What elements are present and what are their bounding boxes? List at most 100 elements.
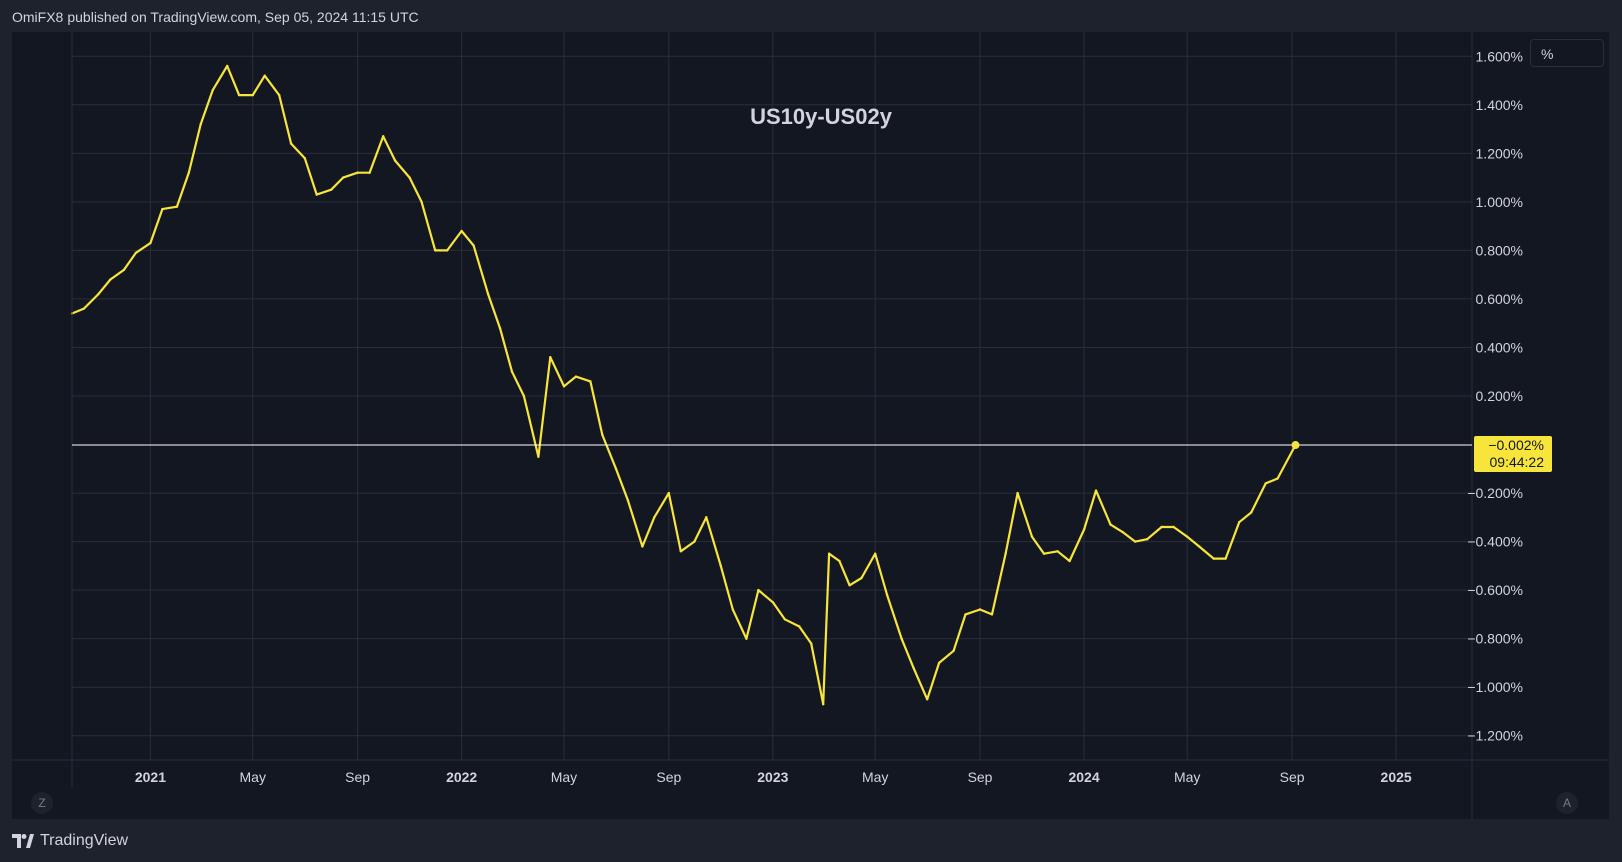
- data-point: [693, 540, 696, 543]
- data-point: [1042, 552, 1046, 555]
- y-tick-label: −0.400%: [1467, 534, 1523, 550]
- tradingview-logo-icon: [12, 834, 34, 848]
- data-point: [783, 618, 786, 621]
- y-tick-label: 1.200%: [1476, 145, 1523, 161]
- data-point: [1160, 525, 1163, 529]
- author-name[interactable]: OmiFX8: [12, 9, 64, 25]
- x-tick-label: May: [1174, 769, 1200, 785]
- data-point: [522, 394, 526, 398]
- data-point: [1224, 557, 1227, 560]
- data-point: [810, 642, 813, 645]
- chart-canvas[interactable]: US10y-US02y 1.600% 1.400% 1.200% 1.000% 0.80…: [12, 32, 1609, 819]
- data-point: [226, 64, 229, 68]
- y-tick-label: 0.200%: [1476, 388, 1523, 404]
- data-point: [1264, 482, 1267, 485]
- data-point: [472, 244, 475, 247]
- data-point: [1172, 525, 1175, 529]
- data-point: [149, 241, 152, 245]
- x-tick-label: Sep: [345, 769, 370, 785]
- y-tick-label: −0.600%: [1467, 582, 1523, 598]
- x-tick-label: 2022: [446, 769, 477, 785]
- data-point: [757, 588, 760, 592]
- data-point: [1134, 540, 1137, 543]
- data-point: [1238, 521, 1241, 524]
- data-point: [82, 307, 86, 310]
- y-tick-label: 1.600%: [1476, 48, 1523, 64]
- x-tick-label: Sep: [1280, 769, 1305, 785]
- data-point: [1004, 552, 1007, 555]
- x-tick-label: 2024: [1068, 769, 1099, 785]
- data-point: [109, 278, 112, 281]
- data-point: [827, 552, 831, 555]
- zoom-button[interactable]: Z: [31, 792, 53, 814]
- data-point: [549, 356, 552, 359]
- series-layer: [70, 64, 1297, 706]
- data-point: [341, 176, 345, 179]
- data-point: [97, 292, 100, 296]
- data-point: [926, 698, 929, 701]
- x-tick-label: Sep: [968, 769, 993, 785]
- x-tick-label: 2021: [135, 769, 166, 785]
- data-point: [964, 613, 967, 616]
- last-value-label: −0.002%: [1488, 437, 1544, 453]
- y-tick-label: 0.600%: [1476, 291, 1523, 307]
- data-point: [900, 637, 903, 640]
- y-tick-label: −0.200%: [1467, 485, 1523, 501]
- y-tick-label: −0.800%: [1467, 631, 1523, 647]
- data-point: [289, 142, 293, 145]
- data-point: [408, 176, 411, 179]
- data-point: [1109, 523, 1112, 526]
- data-point: [574, 375, 578, 378]
- data-point: [498, 326, 502, 330]
- data-point: [303, 157, 306, 160]
- data-point: [330, 188, 333, 191]
- data-point: [1121, 530, 1124, 534]
- data-point: [1082, 528, 1086, 531]
- auto-scale-button[interactable]: A: [1556, 792, 1578, 814]
- chart-frame: [12, 32, 1609, 819]
- data-point: [912, 666, 915, 669]
- brand-name[interactable]: TradingView: [40, 832, 129, 849]
- data-point: [211, 89, 214, 92]
- data-point: [1094, 489, 1098, 492]
- price-axis: 1.600% 1.400% 1.200% 1.000% 0.800% 0.600% 0.40…: [71, 32, 1523, 819]
- data-point: [822, 703, 825, 706]
- data-point: [626, 499, 630, 502]
- data-point: [537, 455, 540, 458]
- y-tick-label: −1.200%: [1467, 728, 1523, 744]
- y-tick-label: 0.800%: [1476, 242, 1523, 258]
- last-value-dot: [1291, 441, 1300, 450]
- chart-title: US10y-US02y: [750, 104, 893, 129]
- data-point: [937, 661, 941, 665]
- publish-info: published on TradingView.com, Sep 05, 20…: [67, 9, 419, 25]
- data-point: [1030, 535, 1034, 538]
- data-point: [990, 613, 994, 616]
- y-tick-label: −1.000%: [1467, 679, 1523, 695]
- data-point: [446, 249, 449, 252]
- data-point: [486, 292, 490, 296]
- data-point: [251, 93, 254, 97]
- footer: TradingView: [12, 832, 128, 850]
- time-axis: 2021 May Sep 2022 May Sep 2023 May Sep 2024 May Sep…: [12, 759, 1609, 785]
- data-point: [420, 200, 423, 204]
- y-tick-label: 1.400%: [1476, 97, 1523, 113]
- data-point: [719, 564, 722, 568]
- data-point: [315, 193, 318, 196]
- data-point: [393, 159, 397, 162]
- data-point: [978, 608, 982, 611]
- series-line: [71, 64, 1297, 706]
- data-point: [885, 593, 889, 597]
- horizontal-gridlines: [72, 55, 1472, 737]
- data-point: [1056, 550, 1059, 553]
- data-point: [952, 649, 955, 652]
- data-point: [122, 268, 126, 271]
- data-point: [199, 123, 202, 126]
- data-point: [798, 625, 801, 628]
- data-point: [368, 171, 371, 174]
- data-point: [278, 93, 281, 97]
- data-point: [1250, 511, 1253, 514]
- countdown-label: 09:44:22: [1490, 454, 1545, 470]
- data-point: [237, 93, 241, 97]
- unit-selector[interactable]: %: [1530, 39, 1604, 67]
- data-point: [382, 135, 385, 138]
